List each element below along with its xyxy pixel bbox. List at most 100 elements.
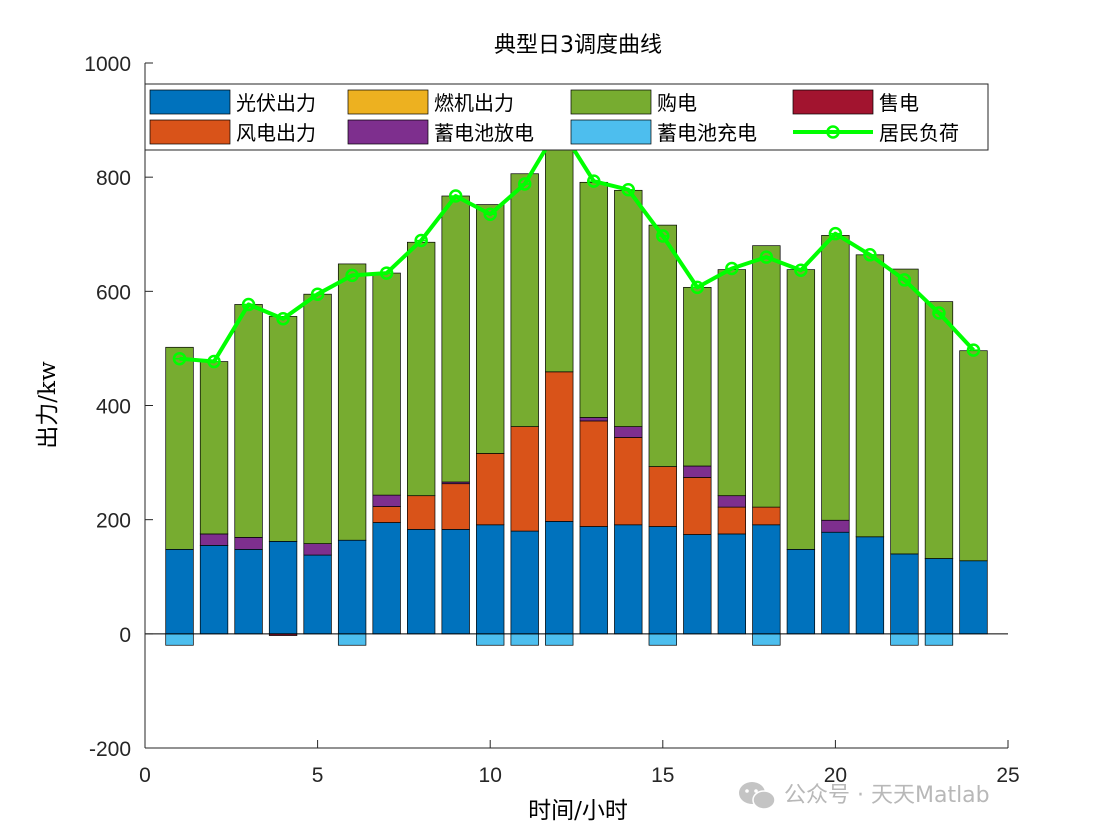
bar-segment (441, 483, 470, 530)
bar-segment (407, 241, 436, 497)
load-marker (897, 273, 912, 287)
legend-swatch (570, 119, 652, 145)
bar-segment (614, 437, 643, 526)
legend-label: 居民负荷 (879, 121, 959, 145)
x-tick-label: 20 (824, 764, 847, 787)
bar-segment (648, 526, 677, 635)
legend-swatch (570, 89, 652, 115)
bar-segment (407, 495, 436, 530)
x-tick-label: 0 (139, 764, 151, 787)
bar-segment (476, 453, 505, 526)
watermark: 公众号 · 天天Matlab (739, 782, 990, 810)
legend-line-marker (826, 125, 840, 139)
bar-segment (579, 417, 608, 422)
load-marker (483, 207, 497, 222)
y-tick-label: -200 (89, 738, 131, 761)
bar-segment (303, 293, 332, 544)
legend-label: 购电 (657, 91, 697, 115)
bar-segment (959, 560, 988, 635)
bar-segment (476, 633, 505, 646)
bar-segment (648, 466, 677, 527)
x-tick-label: 15 (651, 764, 674, 787)
bar-segment (717, 506, 747, 535)
legend-swatch (792, 89, 874, 115)
bar-segment (855, 536, 885, 635)
bar-segment (510, 426, 539, 532)
bar-segment (614, 524, 643, 635)
load-marker (345, 268, 359, 283)
load-marker (621, 182, 636, 197)
bar-segment (545, 521, 574, 635)
bar-segment (545, 371, 574, 522)
bar-segment (717, 533, 747, 635)
y-tick-label: 600 (96, 281, 131, 304)
bar-segment (199, 533, 229, 546)
wechat-icon (739, 782, 776, 810)
load-marker (587, 174, 601, 188)
bar-segment (648, 633, 677, 646)
legend-swatch (149, 89, 231, 115)
bar-segment (372, 522, 401, 635)
bar-segment (821, 531, 850, 635)
load-marker (725, 261, 739, 276)
bar-segment (890, 553, 919, 635)
bars-group (165, 120, 988, 646)
bar-segment (614, 426, 643, 438)
legend-swatch (347, 119, 429, 145)
bar-segment (924, 633, 954, 646)
legend-swatch (347, 89, 429, 115)
x-tick-label: 5 (312, 764, 324, 787)
bar-segment (337, 633, 367, 646)
legend-label: 蓄电池放电 (434, 121, 534, 145)
bar-segment (337, 539, 367, 635)
bar-segment (752, 633, 781, 646)
x-axis-label: 时间/小时 (528, 798, 628, 824)
load-marker (517, 177, 532, 191)
bar-segment (441, 195, 470, 483)
bar-segment (510, 530, 539, 635)
bar-segment (199, 544, 229, 635)
y-tick-label: 200 (96, 510, 131, 533)
bar-segment (786, 269, 816, 550)
y-tick-label: 800 (96, 167, 131, 190)
load-marker (794, 263, 808, 277)
bar-segment (165, 346, 194, 550)
bar-segment (441, 529, 470, 635)
bar-segment (683, 465, 712, 478)
bar-segment (855, 254, 885, 538)
watermark-text: 公众号 · 天天Matlab (784, 783, 990, 808)
bar-segment (752, 245, 781, 508)
y-tick-label: 0 (119, 624, 131, 647)
bar-segment (407, 529, 436, 635)
bar-segment (890, 268, 919, 555)
load-marker (241, 297, 256, 312)
bar-segment (234, 304, 263, 538)
bar-segment (510, 633, 539, 646)
legend-swatch (149, 119, 231, 145)
bar-segment (303, 554, 332, 635)
chart-title: 典型日3调度曲线 (494, 33, 662, 58)
bar-segment (234, 548, 263, 635)
bar-segment (234, 537, 263, 550)
x-tick-label: 10 (479, 764, 502, 787)
bar-segment (717, 269, 747, 497)
bar-segment (579, 420, 608, 527)
load-marker (310, 287, 325, 301)
y-tick-label: 400 (96, 396, 131, 419)
legend-label: 风电出力 (236, 121, 316, 145)
bar-segment (924, 558, 954, 635)
bar-segment (476, 524, 505, 635)
bar-segment (476, 204, 505, 454)
bar-segment (614, 189, 643, 427)
bar-segment (683, 286, 712, 467)
x-tick-label: 25 (996, 764, 1019, 787)
bar-segment (786, 548, 816, 635)
bar-segment (372, 506, 401, 523)
bar-segment (579, 526, 608, 635)
load-marker (379, 266, 394, 280)
ticks-group: 0 5 10 15 20 25 -200 0 200 400 600 800 1000 (84, 53, 1019, 787)
bar-segment (959, 350, 988, 562)
bar-segment (821, 235, 850, 521)
load-marker (207, 354, 221, 369)
